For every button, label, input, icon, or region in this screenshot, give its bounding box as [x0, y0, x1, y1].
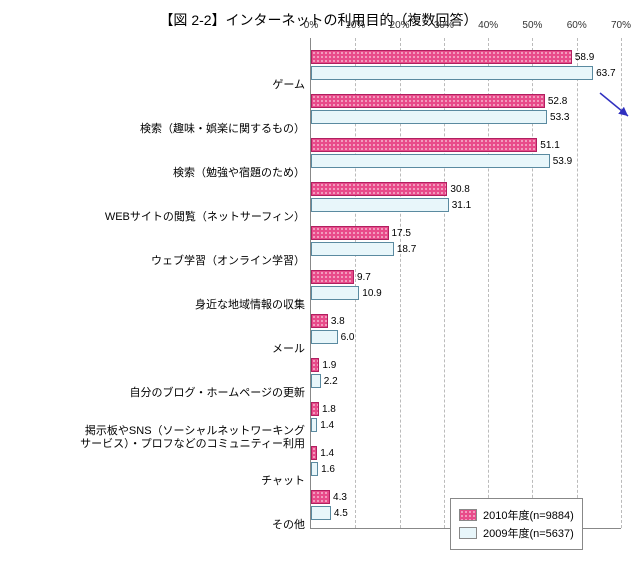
bar-value-label: 9.7: [353, 272, 371, 283]
bar-s2010: 4.3: [311, 490, 330, 504]
bar-s2009: 31.1: [311, 198, 449, 212]
bars-region: 0%10%20%30%40%50%60%70% 58.963.752.853.3…: [310, 38, 621, 529]
bar-s2010: 1.4: [311, 446, 317, 460]
bar-s2009: 53.9: [311, 154, 550, 168]
category-label: WEBサイトの閲覧（ネットサーフィン）: [105, 211, 305, 224]
legend-swatch-2009: [459, 527, 477, 539]
bar-s2010: 1.9: [311, 358, 319, 372]
bar-value-label: 1.4: [316, 420, 334, 431]
x-axis-ticks: 0%10%20%30%40%50%60%70%: [311, 20, 621, 35]
bar-value-label: 53.9: [549, 156, 572, 167]
legend: 2010年度(n=9884) 2009年度(n=5637): [450, 498, 583, 550]
bar-value-label: 53.3: [546, 112, 569, 123]
bar-value-label: 6.0: [337, 332, 355, 343]
x-tick: 60%: [567, 20, 587, 31]
legend-row-2009: 2009年度(n=5637): [459, 525, 574, 541]
bar-value-label: 1.4: [316, 448, 334, 459]
bar-value-label: 10.9: [358, 288, 381, 299]
x-tick: 20%: [390, 20, 410, 31]
bar-value-label: 58.9: [571, 52, 594, 63]
category-label: 自分のブログ・ホームページの更新: [130, 387, 305, 400]
bar-value-label: 31.1: [448, 200, 471, 211]
bar-value-label: 1.9: [318, 360, 336, 371]
category-label: 検索（趣味・娯楽に関するもの）: [140, 123, 305, 136]
bar-value-label: 51.1: [536, 140, 559, 151]
bar-s2010: 52.8: [311, 94, 545, 108]
gridline: [577, 38, 578, 528]
legend-swatch-2010: [459, 509, 477, 521]
category-label: ゲーム: [272, 79, 305, 92]
bar-value-label: 2.2: [320, 376, 338, 387]
legend-label-2009: 2009年度(n=5637): [483, 525, 574, 541]
bar-s2009: 63.7: [311, 66, 593, 80]
x-tick: 0%: [304, 20, 318, 31]
x-tick: 50%: [522, 20, 542, 31]
bar-value-label: 52.8: [544, 96, 567, 107]
bar-value-label: 4.5: [330, 508, 348, 519]
bar-value-label: 17.5: [388, 228, 411, 239]
category-label: 掲示板やSNS（ソーシャルネットワーキング サービス）・プロフなどのコミュニティ…: [80, 425, 305, 451]
category-label: 身近な地域情報の収集: [195, 299, 305, 312]
x-tick: 40%: [478, 20, 498, 31]
bar-s2009: 1.6: [311, 462, 318, 476]
bar-s2010: 30.8: [311, 182, 447, 196]
bar-s2009: 4.5: [311, 506, 331, 520]
bar-value-label: 63.7: [592, 68, 615, 79]
bar-s2010: 9.7: [311, 270, 354, 284]
bar-s2010: 17.5: [311, 226, 389, 240]
bar-s2009: 53.3: [311, 110, 547, 124]
bar-s2010: 51.1: [311, 138, 537, 152]
x-tick: 30%: [434, 20, 454, 31]
bar-value-label: 1.8: [318, 404, 336, 415]
bar-value-label: 1.6: [317, 464, 335, 475]
chart-container: 【図 2-2】インターネットの利用目的（複数回答） ゲーム検索（趣味・娯楽に関す…: [10, 10, 627, 559]
legend-label-2010: 2010年度(n=9884): [483, 507, 574, 523]
x-tick: 70%: [611, 20, 631, 31]
bar-value-label: 4.3: [329, 492, 347, 503]
bar-s2009: 10.9: [311, 286, 359, 300]
category-label: メール: [272, 343, 305, 356]
bar-s2010: 58.9: [311, 50, 572, 64]
bar-value-label: 3.8: [327, 316, 345, 327]
category-label: その他: [272, 519, 305, 532]
plot-area: ゲーム検索（趣味・娯楽に関するもの） 検索（勉強や宿題のため） WEBサイトの閲覧（…: [20, 38, 627, 538]
bar-value-label: 18.7: [393, 244, 416, 255]
legend-row-2010: 2010年度(n=9884): [459, 507, 574, 523]
bar-s2010: 1.8: [311, 402, 319, 416]
bar-s2009: 1.4: [311, 418, 317, 432]
bar-s2009: 18.7: [311, 242, 394, 256]
bar-value-label: 30.8: [446, 184, 469, 195]
category-label: チャット: [261, 475, 305, 488]
x-tick: 10%: [345, 20, 365, 31]
bar-s2009: 6.0: [311, 330, 338, 344]
category-label: ウェブ学習（オンライン学習）: [151, 255, 305, 268]
bar-s2010: 3.8: [311, 314, 328, 328]
category-label: 検索（勉強や宿題のため）: [173, 167, 305, 180]
bar-s2009: 2.2: [311, 374, 321, 388]
gridline: [621, 38, 622, 528]
